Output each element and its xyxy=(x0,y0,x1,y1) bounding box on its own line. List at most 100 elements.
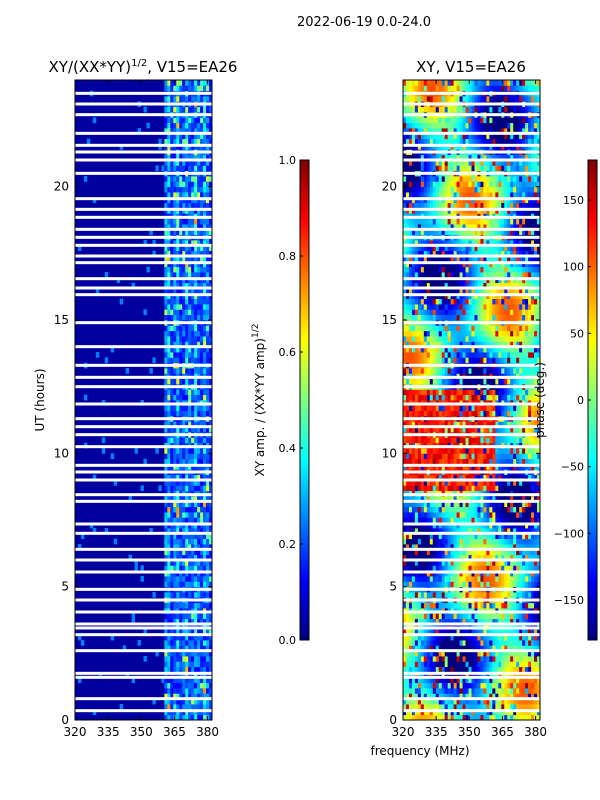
heatmap-cell xyxy=(510,682,514,689)
heatmap-cell xyxy=(417,581,422,588)
heatmap-cell xyxy=(513,554,517,561)
heatmap-cell xyxy=(405,458,410,465)
heatmap-cell xyxy=(528,480,532,486)
heatmap-cell xyxy=(167,650,171,657)
heatmap-cell xyxy=(537,677,540,684)
heatmap-cell xyxy=(528,581,532,588)
heatmap-cell xyxy=(209,453,212,460)
heatmap-cell xyxy=(182,389,186,396)
heatmap-cell xyxy=(411,512,416,518)
heatmap-cell xyxy=(414,549,419,556)
heatmap-cell xyxy=(170,528,174,534)
heatmap-cell xyxy=(188,714,192,720)
heatmap-cell xyxy=(534,661,538,668)
heatmap-cell xyxy=(513,709,517,716)
heatmap-cell xyxy=(185,197,189,204)
heatmap-cell xyxy=(197,581,201,588)
heatmap-cell xyxy=(513,640,517,646)
heatmap-cell xyxy=(182,512,186,518)
heatmap-cell xyxy=(209,202,212,209)
heatmap-cell xyxy=(486,480,490,486)
heatmap-cell xyxy=(510,405,514,412)
heatmap-cell xyxy=(182,352,186,358)
heatmap-cell xyxy=(164,640,168,646)
heatmap-cell xyxy=(179,613,183,620)
heatmap-cell xyxy=(197,256,201,262)
heatmap-cell xyxy=(447,672,452,678)
heatmap-cell xyxy=(167,229,171,236)
panel-2-title: XY, V15=EA26 xyxy=(416,58,526,76)
heatmap-cell xyxy=(176,634,180,641)
heatmap-cell xyxy=(483,522,487,529)
heatmap-cell xyxy=(188,581,192,588)
heatmap-cell xyxy=(164,229,168,236)
heatmap-cell xyxy=(534,656,538,662)
heatmap-cell xyxy=(492,618,496,625)
heatmap-cell xyxy=(92,709,97,716)
heatmap-cell xyxy=(206,277,210,284)
heatmap-cell xyxy=(414,666,419,673)
heatmap-cell xyxy=(170,325,174,332)
heatmap-cell xyxy=(432,693,437,700)
heatmap-cell xyxy=(417,394,422,401)
heatmap-cell xyxy=(492,645,496,652)
heatmap-cell xyxy=(429,570,434,577)
heatmap-cell xyxy=(200,485,204,492)
heatmap-cell xyxy=(128,496,132,502)
heatmap-cell xyxy=(206,405,210,412)
heatmap-cell xyxy=(444,704,449,710)
heatmap-cell xyxy=(170,688,174,694)
heatmap-cell xyxy=(489,544,493,550)
heatmap-cell xyxy=(441,688,446,694)
heatmap-cell xyxy=(203,368,207,374)
heatmap-cell xyxy=(444,602,449,609)
heatmap-cell xyxy=(447,480,452,486)
heatmap-cell xyxy=(185,677,189,684)
heatmap-cell xyxy=(453,693,458,700)
heatmap-cell xyxy=(182,298,186,305)
heatmap-cell xyxy=(486,528,490,534)
heatmap-cell xyxy=(191,272,195,278)
heatmap-cell xyxy=(498,677,502,684)
heatmap-cell xyxy=(420,634,425,641)
heatmap-cell xyxy=(176,570,180,577)
heatmap-cell xyxy=(507,485,511,492)
heatmap-cell xyxy=(489,581,493,588)
heatmap-cell xyxy=(447,602,452,609)
heatmap-cell xyxy=(194,192,198,198)
heatmap-cell xyxy=(194,309,198,316)
heatmap-cell xyxy=(435,656,440,662)
heatmap-cell xyxy=(167,480,171,486)
heatmap-cell xyxy=(435,453,440,460)
heatmap-cell xyxy=(510,618,514,625)
heatmap-cell xyxy=(206,538,210,545)
heatmap-cell xyxy=(137,640,141,646)
heatmap-cell xyxy=(522,389,526,396)
heatmap-cell xyxy=(191,96,195,102)
heatmap-cell xyxy=(191,661,195,668)
heatmap-cell xyxy=(489,506,493,513)
heatmap-cell xyxy=(203,144,207,150)
heatmap-cell xyxy=(432,421,437,428)
heatmap-cell xyxy=(414,672,419,678)
heatmap-cell xyxy=(498,661,502,668)
heatmap-cell xyxy=(209,277,212,284)
heatmap-cell xyxy=(209,325,212,332)
heatmap-cell xyxy=(504,544,508,550)
heatmap-cell xyxy=(429,485,434,492)
heatmap-cell xyxy=(188,181,192,188)
heatmap-cell xyxy=(200,96,204,102)
heatmap-cell xyxy=(447,512,452,518)
heatmap-cell xyxy=(519,394,523,401)
heatmap-cell xyxy=(414,602,419,609)
heatmap-cell xyxy=(420,474,425,481)
heatmap-cell xyxy=(167,325,171,332)
heatmap-cell xyxy=(179,261,183,268)
heatmap-cell xyxy=(477,549,481,556)
heatmap-cell xyxy=(197,517,201,524)
heatmap-cell xyxy=(167,309,171,316)
heatmap-cell xyxy=(522,592,526,598)
heatmap-cell xyxy=(510,554,514,561)
heatmap-cell xyxy=(164,480,168,486)
colorbar-1-label: XY amp. / (XX*YY amp)1/2 xyxy=(251,324,267,477)
